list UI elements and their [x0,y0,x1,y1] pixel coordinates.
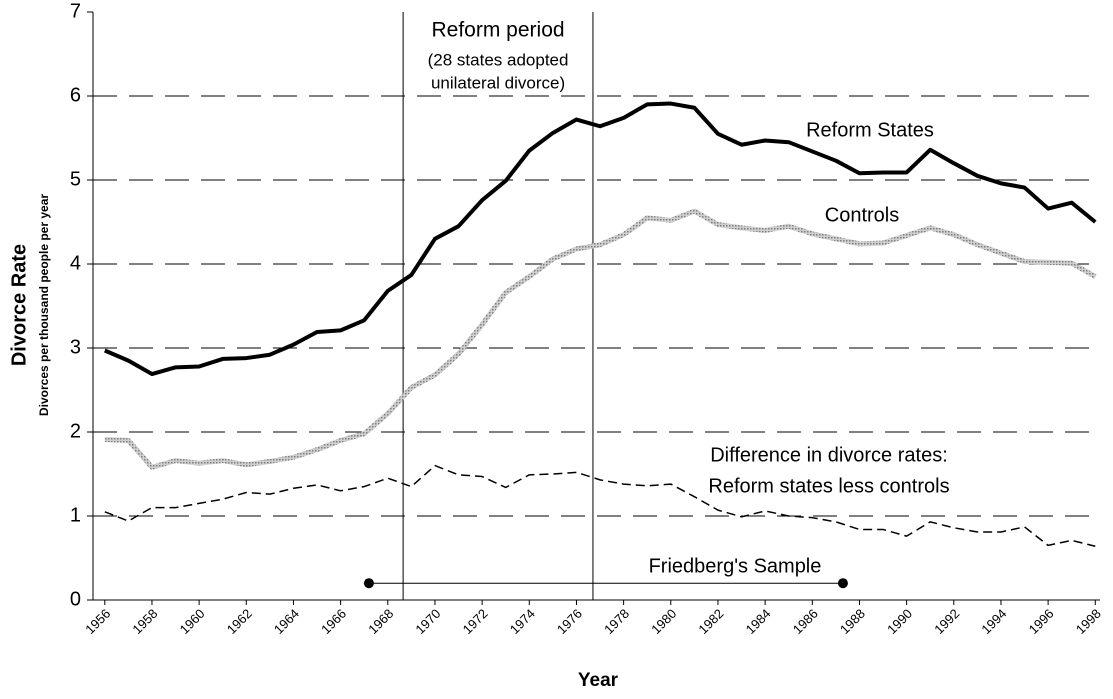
series-line [104,464,1096,547]
y-tick-label: 2 [70,420,81,442]
x-tick-label: 1976 [554,606,585,637]
x-tick-label: 1986 [790,606,821,637]
series-label: Controls [825,204,899,226]
y-axis-sublabel: Divorces per thousand people per year [37,194,51,416]
series-label: Reform States [806,119,934,141]
x-tick-label: 1956 [82,606,113,637]
y-axis-label: Divorce Rate [8,244,30,366]
y-tick-label: 0 [70,588,81,610]
x-tick-label: 1992 [931,606,962,637]
x-tick-label: 1984 [743,606,774,637]
x-tick-label: 1982 [695,606,726,637]
x-tick-label: 1958 [129,606,160,637]
series-line [104,208,1097,470]
x-tick-label: 1990 [884,606,915,637]
sample-end [363,578,374,589]
sample-label: Friedberg's Sample [649,555,822,577]
x-tick-label: 1974 [507,606,538,637]
x-tick-label: 1960 [177,606,208,637]
x-tick-label: 1998 [1073,606,1104,637]
series-label: Difference in divorce rates: [710,444,948,466]
x-tick-label: 1996 [1026,606,1057,637]
y-tick-label: 6 [70,84,81,106]
y-tick-label: 7 [70,0,81,22]
x-tick-label: 1970 [412,606,443,637]
x-tick-label: 1968 [365,606,396,637]
y-tick-label: 4 [70,252,81,274]
x-tick-label: 1980 [648,606,679,637]
series-label: Reform states less controls [708,475,949,497]
x-tick-label: 1972 [460,606,491,637]
x-tick-label: 1964 [271,606,302,637]
x-tick-label: 1994 [978,606,1009,637]
reform-label: unilateral divorce) [431,73,565,92]
y-tick-label: 5 [70,168,81,190]
x-tick-label: 1978 [601,606,632,637]
x-tick-label: 1966 [318,606,349,637]
y-tick-label: 3 [70,336,81,358]
x-tick-label: 1962 [224,606,255,637]
sample-end [837,578,848,589]
reform-label: (28 states adopted [428,50,569,69]
series-line [104,101,1097,377]
x-tick-label: 1988 [837,606,868,637]
y-tick-label: 1 [70,504,81,526]
x-axis-label: Year [578,670,619,691]
reform-label: Reform period [432,19,565,42]
